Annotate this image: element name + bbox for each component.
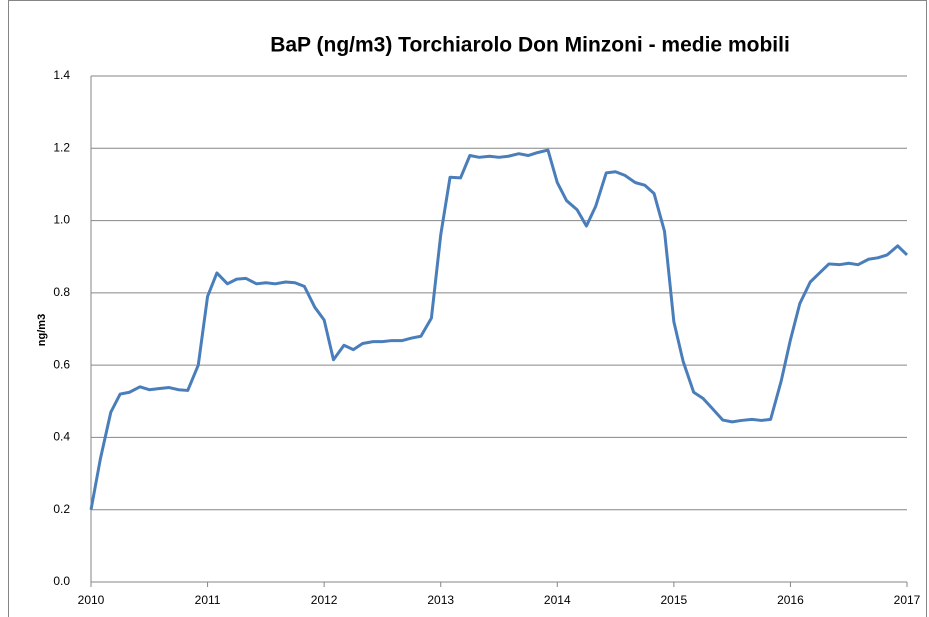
y-tick-label: 1.4	[53, 68, 70, 82]
x-tick-label: 2015	[661, 593, 688, 607]
y-tick-label: 0.0	[53, 574, 70, 588]
y-tick-label: 0.2	[53, 502, 70, 516]
chart-title: BaP (ng/m3) Torchiarolo Don Minzoni - me…	[270, 34, 790, 57]
chart-frame	[8, 0, 927, 617]
x-tick-label: 2013	[427, 593, 454, 607]
x-tick-label: 2016	[777, 593, 804, 607]
data-line	[89, 148, 909, 510]
x-tick-label: 2017	[894, 593, 921, 607]
y-tick-label: 0.6	[53, 357, 70, 371]
x-tick-label: 2012	[311, 593, 338, 607]
x-tick-label: 2011	[195, 593, 221, 607]
y-tick-label: 0.4	[53, 430, 70, 444]
x-tick-label: 2014	[544, 593, 571, 607]
y-tick-label: 1.0	[53, 213, 70, 227]
y-tick-label: 0.8	[53, 285, 70, 299]
y-axis-label: ng/m3	[36, 314, 48, 346]
x-tick-label: 2010	[78, 593, 105, 607]
y-tick-label: 1.2	[53, 140, 70, 154]
